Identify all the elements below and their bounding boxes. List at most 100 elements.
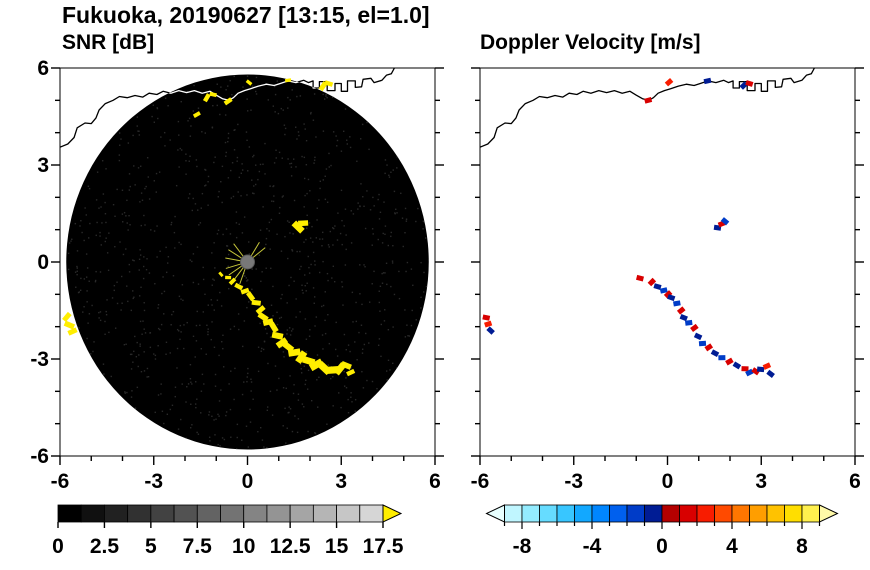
noise-dot [246, 306, 248, 309]
plot-frame [479, 67, 856, 457]
colorbar-tick-label: 0 [656, 535, 668, 558]
noise-dot [345, 234, 347, 236]
noise-dot [274, 93, 277, 96]
noise-dot [322, 130, 325, 132]
noise-dot [270, 304, 273, 306]
noise-dot [205, 353, 207, 355]
noise-dot [314, 264, 316, 266]
noise-dot [308, 272, 311, 274]
noise-dot [404, 309, 406, 311]
noise-dot [307, 178, 310, 181]
noise-dot [170, 221, 173, 224]
noise-dot [179, 324, 182, 327]
noise-dot [214, 267, 216, 269]
noise-dot [175, 184, 178, 187]
noise-dot [139, 320, 142, 323]
noise-dot [228, 383, 230, 385]
noise-dot [319, 180, 321, 183]
noise-dot [250, 390, 252, 392]
noise-dot [149, 346, 152, 349]
noise-dot [131, 390, 133, 392]
noise-dot [207, 333, 209, 336]
snr-echo [67, 327, 78, 336]
noise-dot [199, 222, 202, 224]
snr-echo [308, 358, 324, 372]
noise-dot [234, 367, 236, 370]
noise-dot [74, 271, 77, 273]
snr-echo [284, 78, 292, 83]
noise-dot [305, 338, 308, 340]
noise-dot [213, 419, 215, 421]
doppler-echo [672, 300, 681, 307]
noise-dot [274, 111, 276, 113]
noise-dot [183, 324, 185, 326]
noise-dot [333, 227, 335, 230]
noise-dot [124, 391, 126, 393]
noise-dot [373, 205, 375, 207]
noise-dot [208, 411, 211, 413]
noise-dot [100, 206, 102, 208]
noise-dot [133, 350, 135, 353]
noise-dot [243, 275, 246, 277]
noise-dot [396, 156, 398, 158]
noise-dot [384, 225, 387, 227]
noise-dot [95, 270, 97, 273]
noise-dot [410, 268, 413, 270]
noise-dot [272, 200, 275, 203]
noise-dot [305, 238, 307, 241]
noise-dot [293, 199, 296, 202]
colorbar-tick-label: -8 [513, 535, 532, 558]
noise-dot [294, 126, 297, 128]
noise-dot [227, 253, 230, 256]
colorbar-cell [609, 504, 628, 523]
noise-dot [298, 134, 300, 137]
noise-dot [241, 285, 243, 287]
noise-dot [313, 93, 316, 95]
noise-dot [225, 155, 227, 157]
noise-dot [379, 285, 382, 288]
noise-dot [202, 311, 205, 313]
noise-dot [114, 215, 116, 217]
noise-dot [157, 117, 159, 120]
noise-dot [86, 337, 88, 340]
noise-dot [185, 401, 187, 403]
doppler-panel-title: Doppler Velocity [m/s] [480, 31, 701, 54]
noise-dot [137, 365, 139, 368]
radar-center-marker [240, 254, 255, 270]
noise-dot [319, 238, 321, 240]
noise-dot [223, 438, 226, 441]
noise-dot [314, 432, 317, 435]
noise-dot [295, 298, 297, 300]
noise-dot [156, 225, 158, 227]
noise-dot [253, 154, 255, 157]
noise-dot [309, 190, 311, 192]
noise-dot [146, 367, 149, 370]
noise-dot [76, 273, 78, 276]
noise-dot [321, 245, 323, 247]
noise-dot [134, 184, 136, 186]
noise-dot [179, 147, 181, 150]
doppler-echo [663, 290, 673, 299]
noise-dot [179, 338, 181, 341]
noise-dot [305, 290, 307, 292]
noise-dot [384, 172, 386, 175]
colorbar-over-arrow [382, 504, 403, 523]
noise-dot [76, 250, 79, 252]
noise-dot [350, 210, 352, 212]
noise-dot [415, 319, 417, 321]
noise-dot [425, 285, 428, 288]
x-tick-label: -6 [51, 470, 70, 493]
noise-dot [247, 110, 249, 112]
noise-dot [157, 345, 159, 347]
noise-dot [225, 411, 228, 413]
noise-dot [177, 428, 180, 430]
noise-dot [301, 155, 303, 158]
noise-dot [211, 415, 213, 418]
noise-dot [227, 177, 230, 179]
noise-dot [105, 310, 107, 313]
noise-dot [377, 198, 379, 201]
noise-dot [241, 232, 244, 234]
noise-dot [354, 398, 357, 401]
noise-dot [288, 327, 291, 329]
noise-dot [112, 203, 115, 206]
